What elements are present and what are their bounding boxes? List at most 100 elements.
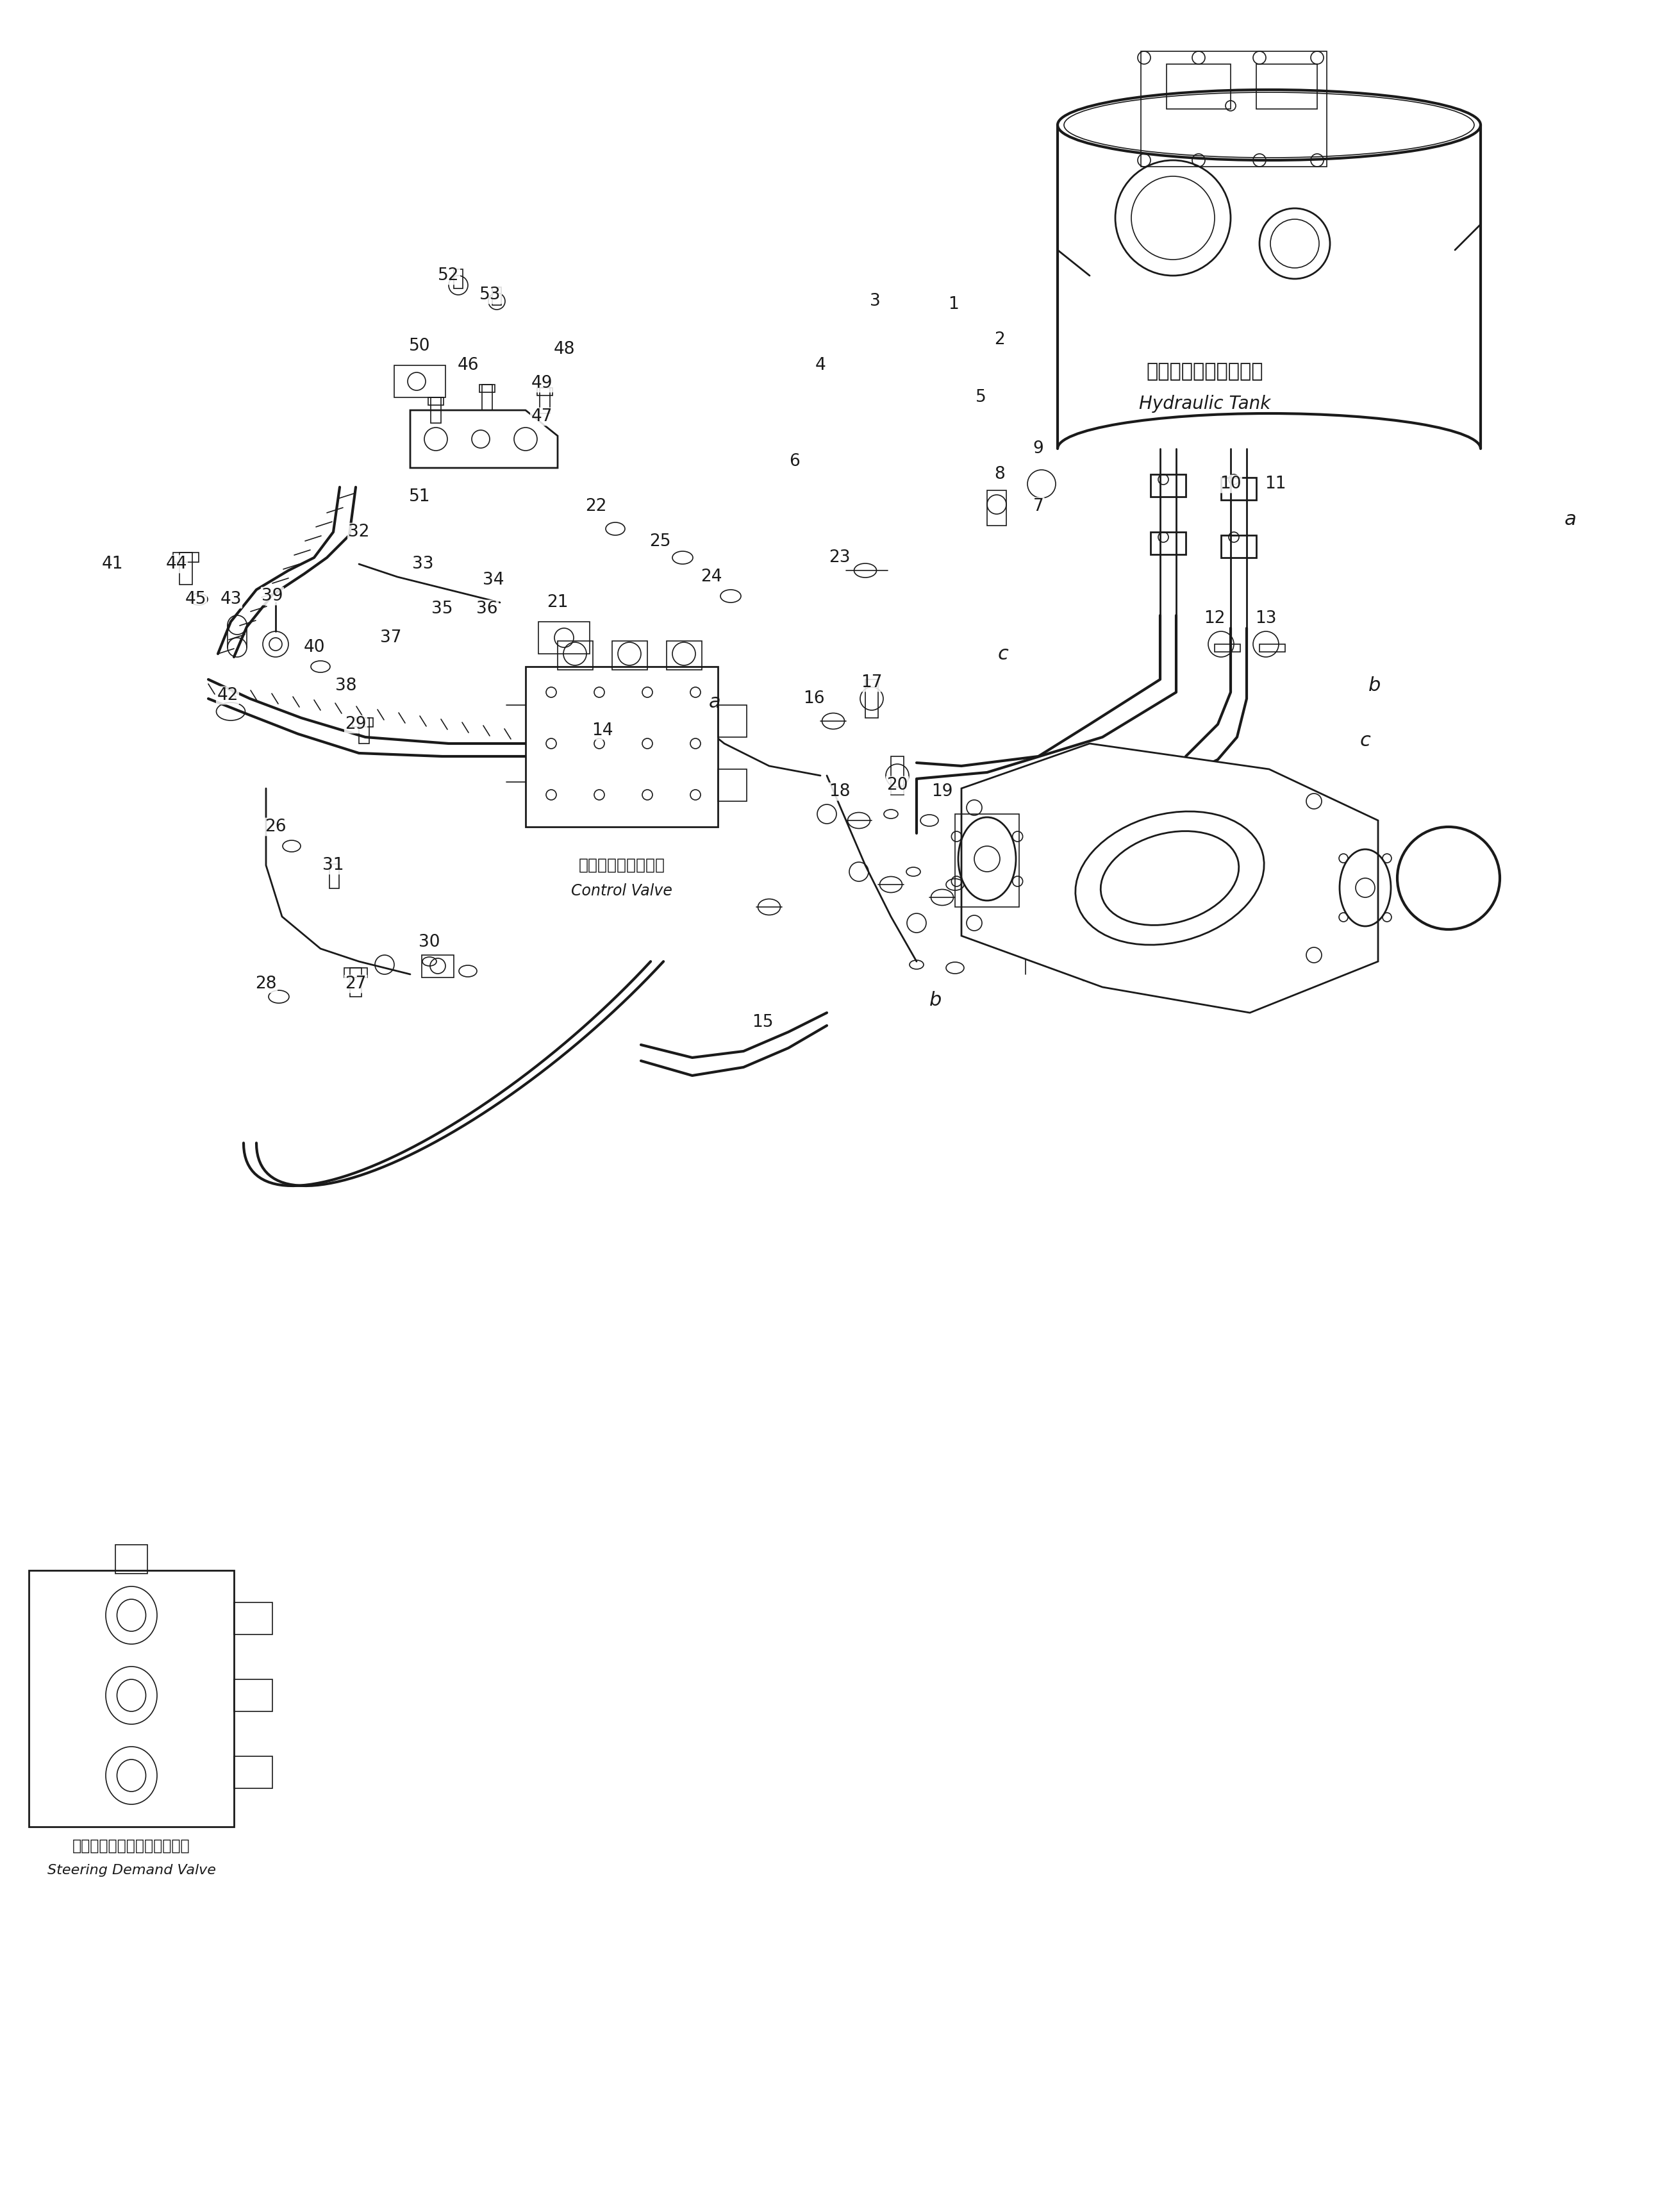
Text: 31: 31 (322, 856, 344, 874)
Text: Control Valve: Control Valve (572, 883, 673, 898)
Text: 46: 46 (457, 356, 479, 374)
Bar (234, 1679, 273, 1712)
Text: 34: 34 (482, 571, 504, 588)
Text: 40: 40 (304, 639, 324, 655)
Bar (115, 1544, 148, 1573)
Text: 36: 36 (477, 602, 499, 617)
Text: 45: 45 (184, 591, 206, 608)
Text: 14: 14 (592, 723, 613, 739)
Bar (558, 641, 593, 670)
Bar (454, 270, 462, 288)
Text: ハイドロリックタンク: ハイドロリックタンク (1147, 363, 1263, 380)
Text: 20: 20 (886, 776, 907, 794)
Bar (1222, 478, 1256, 500)
Text: b: b (1368, 677, 1381, 695)
Bar (891, 757, 904, 794)
Text: 3: 3 (869, 292, 881, 310)
Text: 37: 37 (381, 630, 402, 646)
Bar (1140, 51, 1326, 166)
Bar (1150, 533, 1185, 555)
Text: Hydraulic Tank: Hydraulic Tank (1138, 394, 1271, 414)
Text: 48: 48 (553, 341, 575, 358)
Text: 2: 2 (994, 332, 1006, 347)
Text: ステアリングデマンドバルブ: ステアリングデマンドバルブ (73, 1838, 189, 1854)
Bar (866, 679, 878, 719)
Text: 11: 11 (1265, 476, 1286, 493)
Bar (28, 1571, 234, 1827)
Text: 51: 51 (409, 489, 430, 504)
Text: 52: 52 (437, 268, 459, 283)
Text: 35: 35 (432, 602, 454, 617)
Text: 8: 8 (994, 467, 1006, 482)
Bar (234, 1601, 273, 1635)
Bar (482, 385, 492, 409)
Bar (479, 385, 495, 392)
Text: 47: 47 (530, 409, 552, 425)
Text: 44: 44 (166, 555, 188, 573)
Text: 42: 42 (216, 688, 238, 703)
Bar (987, 491, 1006, 526)
Text: 29: 29 (346, 717, 366, 732)
Text: 18: 18 (829, 783, 851, 801)
Bar (179, 553, 193, 584)
Text: 13: 13 (1255, 611, 1276, 626)
Text: c: c (1360, 730, 1371, 750)
Text: 53: 53 (480, 288, 500, 303)
Text: 6: 6 (789, 453, 799, 469)
Text: 24: 24 (701, 568, 723, 586)
Bar (537, 387, 552, 396)
Bar (538, 622, 590, 655)
Text: 4: 4 (814, 356, 826, 374)
Bar (525, 666, 718, 827)
Text: 50: 50 (409, 338, 430, 354)
Bar (422, 956, 454, 978)
Bar (173, 553, 199, 562)
Text: b: b (929, 991, 942, 1009)
Bar (430, 398, 440, 422)
Text: 21: 21 (547, 595, 568, 611)
Text: 5: 5 (976, 389, 986, 405)
Text: 26: 26 (264, 818, 286, 836)
Bar (429, 398, 444, 405)
Bar (351, 969, 362, 998)
Text: 38: 38 (336, 677, 357, 695)
Bar (1167, 64, 1230, 108)
Bar (234, 1756, 273, 1787)
Text: 16: 16 (803, 690, 824, 708)
Bar (1222, 535, 1256, 557)
Text: a: a (1564, 511, 1576, 529)
Text: 39: 39 (261, 588, 283, 604)
Text: 9: 9 (1034, 440, 1044, 458)
Text: 10: 10 (1220, 476, 1242, 493)
Text: a: a (708, 692, 721, 712)
Text: 12: 12 (1203, 611, 1225, 626)
Bar (1150, 473, 1185, 498)
Bar (344, 969, 367, 978)
Text: 28: 28 (256, 975, 278, 993)
Bar (1215, 644, 1240, 653)
Text: 27: 27 (346, 975, 366, 993)
Bar (1260, 644, 1285, 653)
Text: 30: 30 (419, 933, 440, 951)
Bar (540, 387, 550, 414)
Text: 41: 41 (101, 555, 123, 573)
Bar (352, 719, 372, 728)
Text: 32: 32 (349, 524, 369, 540)
Text: 19: 19 (931, 783, 952, 801)
Bar (394, 365, 445, 398)
Bar (492, 288, 502, 305)
Bar (329, 865, 339, 889)
Bar (956, 814, 1019, 907)
Text: 25: 25 (650, 533, 671, 551)
Text: コントロールバルブ: コントロールバルブ (578, 858, 665, 874)
Text: 43: 43 (219, 591, 241, 608)
Polygon shape (961, 743, 1378, 1013)
Bar (666, 641, 701, 670)
Text: 22: 22 (585, 498, 607, 515)
Text: 1: 1 (949, 296, 959, 312)
Text: 7: 7 (1034, 498, 1044, 515)
Text: Steering Demand Valve: Steering Demand Valve (47, 1865, 216, 1876)
Bar (612, 641, 648, 670)
Bar (1256, 64, 1318, 108)
Text: 33: 33 (412, 555, 434, 573)
